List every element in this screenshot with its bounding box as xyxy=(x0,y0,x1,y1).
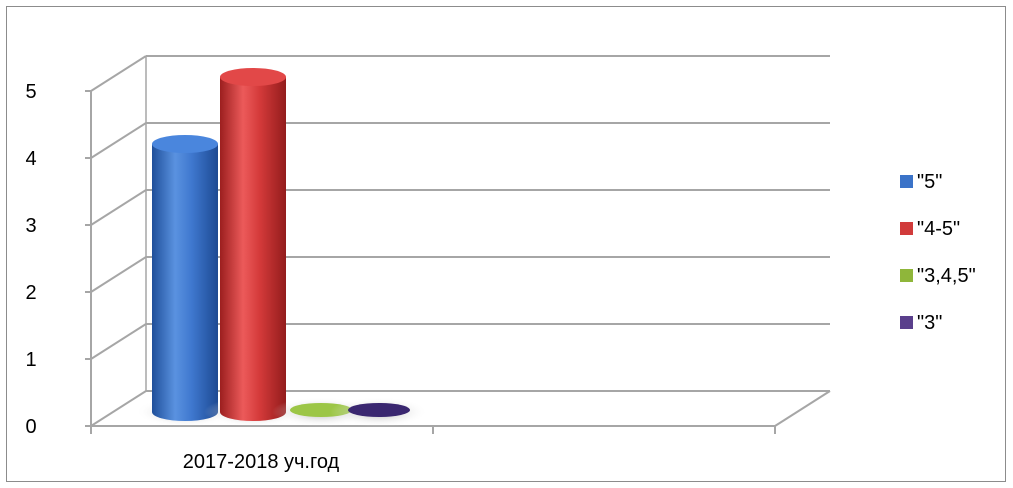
legend-swatch xyxy=(900,269,913,282)
y-tick-label: 4 xyxy=(25,148,36,170)
side-gridline xyxy=(90,390,147,427)
legend-label: "4-5" xyxy=(917,218,960,240)
bar-flat xyxy=(348,403,410,417)
legend-label: "5" xyxy=(917,171,942,193)
bar-body xyxy=(220,77,286,421)
legend-label: "3,4,5" xyxy=(917,265,976,287)
y-tick-label: 3 xyxy=(25,215,36,237)
bar-top xyxy=(152,135,218,153)
bar-4 xyxy=(330,397,428,427)
side-gridline xyxy=(90,189,147,226)
y-tick-label: 2 xyxy=(25,282,36,304)
y-axis-tick-labels: 0 1 2 3 4 5 xyxy=(25,81,36,438)
legend: "5" "4-5" "3,4,5" "3" xyxy=(900,171,976,334)
legend-swatch xyxy=(900,222,913,235)
bar-2 xyxy=(204,68,302,427)
bar-1 xyxy=(136,135,234,427)
y-tick-label: 1 xyxy=(25,349,36,371)
y-tick-label: 0 xyxy=(25,416,36,438)
y-tick-label: 5 xyxy=(25,81,36,103)
legend-label: "3" xyxy=(917,312,942,334)
axis-layer xyxy=(85,90,831,434)
bars-layer xyxy=(136,68,428,427)
side-gridline xyxy=(90,122,147,159)
x-axis-category-labels: 2017-2018 уч.год xyxy=(183,451,340,473)
bar-body xyxy=(152,144,218,421)
side-gridline xyxy=(90,55,147,92)
bar-top xyxy=(220,68,286,86)
side-gridline xyxy=(90,256,147,293)
x-category-label: 2017-2018 уч.год xyxy=(183,451,340,473)
side-gridline xyxy=(90,323,147,360)
legend-swatch xyxy=(900,175,913,188)
legend-swatch xyxy=(900,316,913,329)
floor-right-edge xyxy=(774,390,831,427)
